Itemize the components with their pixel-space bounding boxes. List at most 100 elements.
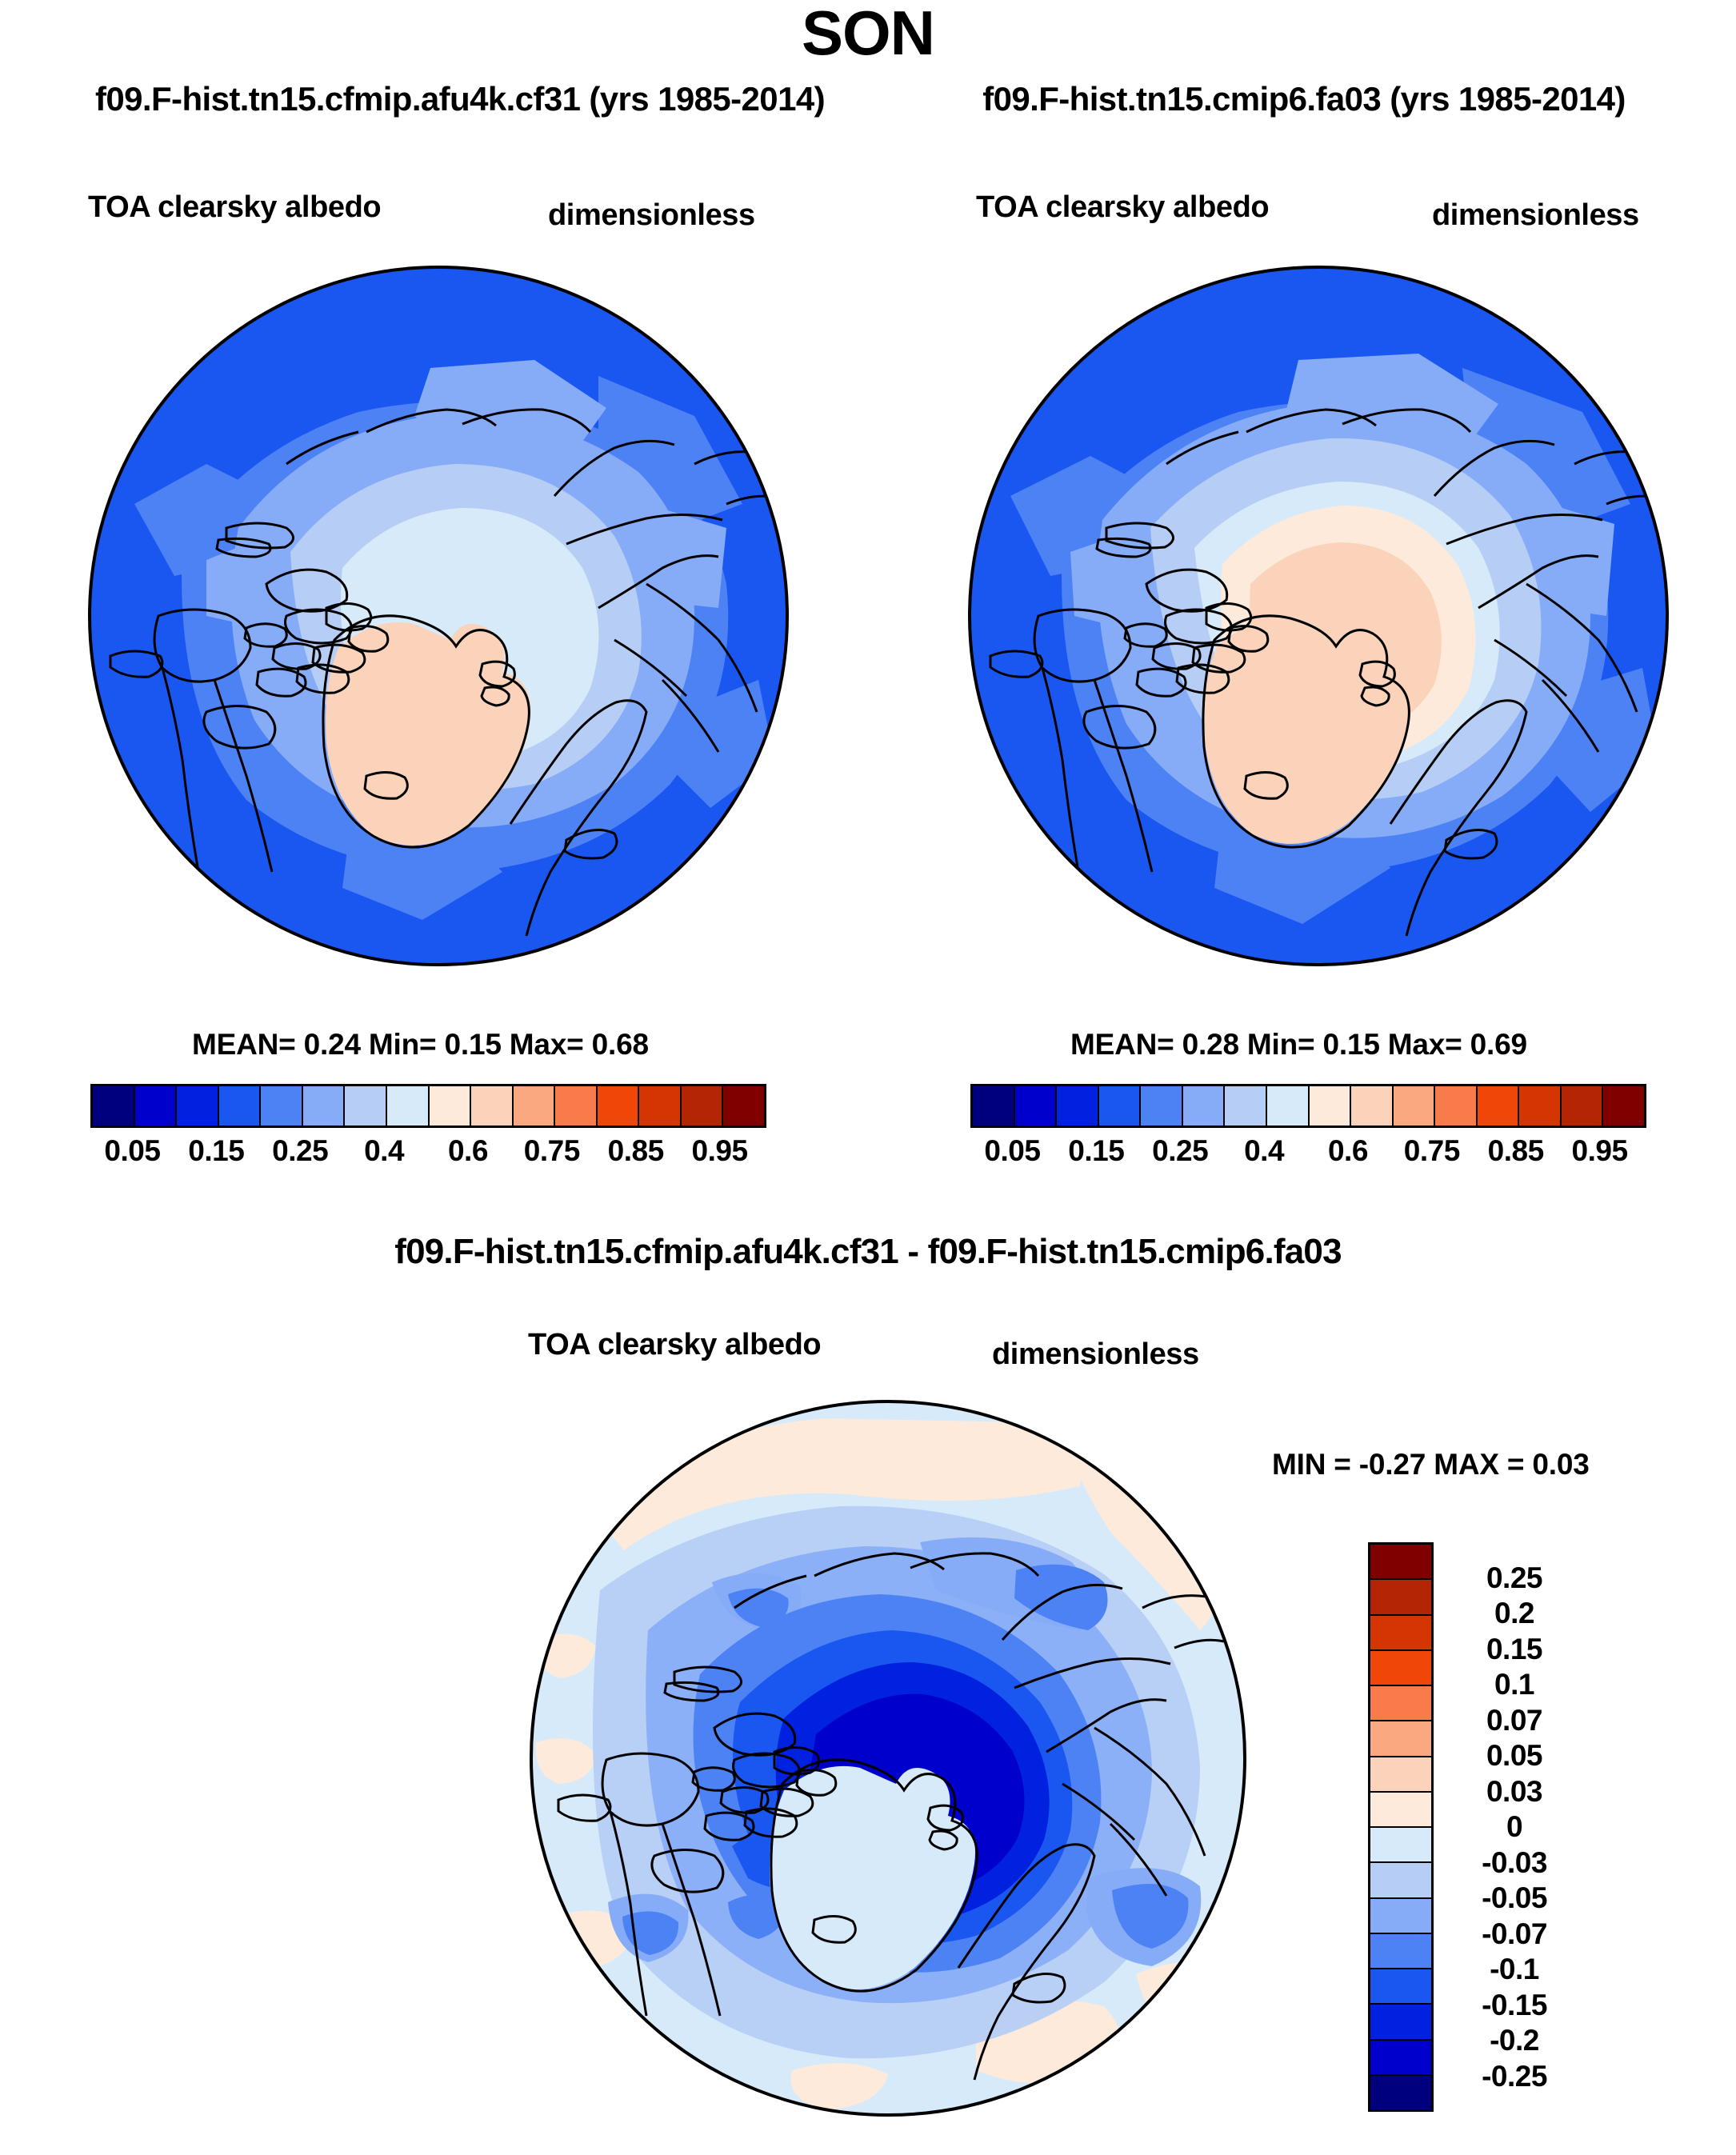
colorbar-swatch (555, 1086, 598, 1125)
colorbar-swatch (1309, 1086, 1352, 1125)
colorbar-tick-label: 0.85 (1487, 1134, 1545, 1167)
colorbar-swatch (597, 1086, 640, 1125)
colorbar-tick-label: 0.4 (1244, 1134, 1285, 1167)
colorbar-tick-label: 0.15 (1068, 1134, 1125, 1167)
colorbar-swatch (386, 1086, 430, 1125)
colorbar-tick-label: 0 (1506, 1810, 1523, 1843)
colorbar-tick-label: 0.03 (1486, 1774, 1543, 1808)
diff-map-fill (531, 1401, 1245, 2115)
colorbar-swatch (261, 1086, 303, 1125)
colorbar-swatch (1370, 2005, 1431, 2041)
colorbar-tick-label: 0.07 (1486, 1703, 1543, 1737)
colorbar-tick-label: -0.1 (1490, 1953, 1539, 1985)
colorbar-swatch (1370, 1898, 1431, 1934)
right-stats-text: MEAN= 0.28 Min= 0.15 Max= 0.69 (1070, 1028, 1527, 1061)
left-map-outline (88, 266, 789, 966)
colorbar-diff (1368, 1542, 1434, 2112)
colorbar-swatch (1561, 1086, 1604, 1125)
colorbar-swatch (93, 1086, 135, 1125)
colorbar-right (970, 1084, 1646, 1128)
colorbar-tick-label: 0.95 (1571, 1134, 1629, 1167)
colorbar-swatch (1370, 1545, 1431, 1581)
season-title: SON (801, 0, 935, 68)
colorbar-tick-label: 0.6 (1327, 1134, 1368, 1167)
diff-map-outline (530, 1400, 1246, 2117)
colorbar-swatch (1370, 1969, 1431, 2005)
colorbar-swatch (681, 1086, 724, 1125)
colorbar-swatch (1182, 1086, 1226, 1125)
colorbar-tick-label: 0.05 (1486, 1739, 1543, 1772)
polar-map-left (88, 266, 789, 966)
right-coastlines (989, 408, 1657, 937)
colorbar-tick-label: -0.25 (1482, 2059, 1547, 2093)
colorbar-tick-label: 0.05 (104, 1134, 161, 1167)
left-units-label: dimensionless (548, 198, 755, 232)
left-coastlines (109, 408, 777, 937)
colorbar-swatch (1266, 1086, 1310, 1125)
right-map-outline (968, 266, 1669, 966)
colorbar-swatch (1519, 1086, 1562, 1125)
colorbar-swatch (1370, 1757, 1431, 1793)
colorbar-swatch (1370, 1615, 1431, 1651)
colorbar-left (90, 1084, 766, 1128)
colorbar-tick-label: 0.4 (364, 1134, 405, 1167)
colorbar-left-labels: 0.05 0.15 0.25 0.4 0.6 0.75 0.85 0.95 (90, 1134, 766, 1173)
colorbar-swatch (973, 1086, 1015, 1125)
map-diff-panel (528, 1398, 1248, 2118)
colorbar-swatch (302, 1086, 346, 1125)
colorbar-swatch (1351, 1086, 1394, 1125)
colorbar-swatch (134, 1086, 178, 1125)
colorbar-swatch (345, 1086, 387, 1125)
colorbar-tick-label: 0.75 (1403, 1134, 1461, 1167)
case-title-right: f09.F-hist.tn15.cmip6.fa03 (yrs 1985-201… (982, 80, 1626, 118)
colorbar-swatch (1370, 1650, 1431, 1686)
colorbar-swatch (1603, 1086, 1644, 1125)
colorbar-tick-label: 0.6 (447, 1134, 488, 1167)
diff-variable-label: TOA clearsky albedo (528, 1328, 822, 1361)
colorbar-swatch (1435, 1086, 1478, 1125)
colorbar-swatch (1141, 1086, 1183, 1125)
diff-stats-text: MIN = -0.27 MAX = 0.03 (1272, 1448, 1590, 1481)
colorbar-swatch (1370, 1828, 1431, 1864)
right-variable-label: TOA clearsky albedo (976, 190, 1270, 224)
colorbar-swatch (177, 1086, 219, 1125)
left-variable-label: TOA clearsky albedo (88, 190, 382, 224)
colorbar-tick-label: -0.03 (1482, 1845, 1547, 1879)
colorbar-tick-label: -0.07 (1482, 1917, 1547, 1950)
diff-coastlines (557, 1552, 1225, 2081)
colorbar-swatch (1370, 2075, 1431, 2109)
polar-map-right (968, 266, 1669, 966)
left-stats-text: MEAN= 0.24 Min= 0.15 Max= 0.68 (192, 1028, 649, 1061)
colorbar-tick-label: 0.75 (523, 1134, 581, 1167)
colorbar-swatch (1370, 1721, 1431, 1757)
colorbar-tick-label: -0.15 (1482, 1988, 1547, 2021)
map-left-panel (86, 264, 790, 968)
colorbar-swatch (1393, 1086, 1436, 1125)
colorbar-tick-label: 0.85 (607, 1134, 665, 1167)
colorbar-swatch (1370, 1686, 1431, 1722)
colorbar-tick-label: 0.05 (984, 1134, 1041, 1167)
colorbar-swatch (1370, 1933, 1431, 1969)
colorbar-diff-labels: 0.25 0.2 0.15 0.1 0.07 0.05 0.03 0 -0.03 -0.05 -0.… (1446, 1542, 1630, 2112)
colorbar-swatch (1098, 1086, 1142, 1125)
colorbar-tick-label: 0.1 (1494, 1668, 1534, 1701)
colorbar-swatch (1057, 1086, 1099, 1125)
colorbar-swatch (1370, 2040, 1431, 2076)
map-right-panel (966, 264, 1670, 968)
colorbar-swatch (639, 1086, 682, 1125)
colorbar-swatch (1225, 1086, 1267, 1125)
colorbar-right-labels: 0.05 0.15 0.25 0.4 0.6 0.75 0.85 0.95 (970, 1134, 1646, 1173)
colorbar-tick-label: 0.15 (188, 1134, 245, 1167)
colorbar-swatch (471, 1086, 514, 1125)
colorbar-swatch (1370, 1580, 1431, 1616)
colorbar-tick-label: -0.2 (1490, 2024, 1539, 2057)
colorbar-swatch (1477, 1086, 1520, 1125)
colorbar-swatch (1370, 1863, 1431, 1899)
colorbar-swatch (1370, 1792, 1431, 1828)
colorbar-tick-label: 0.25 (1152, 1134, 1209, 1167)
case-title-left: f09.F-hist.tn15.cfmip.afu4k.cf31 (yrs 19… (95, 80, 826, 118)
colorbar-tick-label: 0.95 (691, 1134, 749, 1167)
colorbar-tick-label: -0.05 (1482, 1881, 1547, 1914)
colorbar-tick-label: 0.2 (1494, 1597, 1534, 1629)
